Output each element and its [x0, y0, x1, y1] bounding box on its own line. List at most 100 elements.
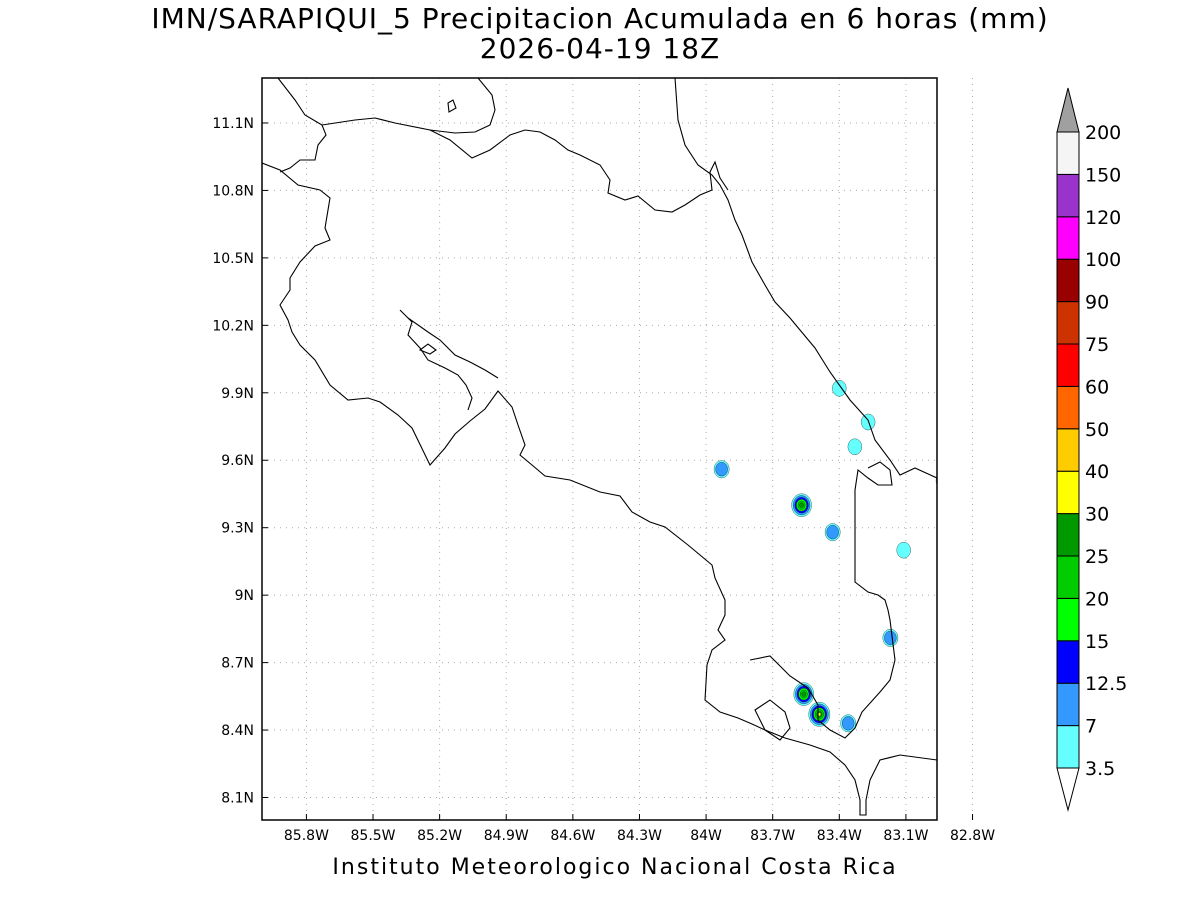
- lon-tick-label: 84.3W: [617, 828, 662, 844]
- lat-tick-label: 9N: [235, 588, 254, 604]
- lat-tick-label: 8.1N: [221, 791, 254, 807]
- precip-contour: [997, 650, 1011, 666]
- legend-label: 20: [1085, 588, 1109, 610]
- legend-label: 120: [1085, 207, 1121, 229]
- precip-contour: [994, 647, 1014, 670]
- legend-swatch: [1056, 555, 1080, 599]
- lon-tick-label: 84W: [690, 828, 722, 844]
- precip-cell: [832, 380, 847, 397]
- panama-border: [854, 461, 896, 661]
- lat-tick-label: 10.2N: [212, 318, 254, 334]
- island: [447, 99, 457, 113]
- precip-contour: [1033, 641, 1036, 644]
- map-frame: [261, 77, 938, 821]
- precip-contour: [1029, 636, 1041, 649]
- precip-cell: [1024, 630, 1045, 654]
- precip-contour: [1002, 656, 1006, 661]
- nicaragua-border: [277, 78, 729, 213]
- precip-contour: [953, 624, 965, 638]
- lon-tick-label: 83.4W: [817, 828, 862, 844]
- precip-contour: [1026, 632, 1044, 653]
- pacific-coastline: [262, 162, 786, 739]
- precip-contour: [995, 648, 1012, 667]
- lat-tick-label: 9.6N: [221, 453, 254, 469]
- precip-contour: [842, 716, 855, 731]
- legend-swatch: [1056, 640, 1080, 684]
- lat-tick-label: 9.9N: [221, 386, 254, 402]
- map-gridlines: [262, 78, 974, 820]
- precip-contour: [847, 438, 862, 455]
- legend-label: 30: [1085, 504, 1109, 526]
- lon-tick-label: 83.1W: [883, 828, 928, 844]
- lat-tick-label: 8.7N: [221, 656, 254, 672]
- legend-label: 200: [1085, 122, 1121, 144]
- burica-coast: [784, 737, 937, 816]
- legend-label: 50: [1085, 419, 1109, 441]
- legend-label: 40: [1085, 461, 1109, 483]
- legend-label: 25: [1085, 546, 1109, 568]
- precip-contour: [1030, 638, 1038, 648]
- precip-contour: [1000, 654, 1007, 662]
- precip-contour: [896, 541, 911, 559]
- legend-swatch: [1056, 131, 1080, 175]
- lon-tick-label: 84.6W: [550, 828, 595, 844]
- precip-contour: [832, 380, 847, 397]
- legend-swatch: [1056, 428, 1080, 472]
- precip-cell: [994, 647, 1014, 670]
- legend-swatch: [1056, 301, 1080, 345]
- precip-contour: [950, 587, 964, 603]
- legend-label: 100: [1085, 249, 1121, 271]
- legend-swatch: [1056, 343, 1080, 387]
- precip-cell: [840, 714, 856, 733]
- legend-swatch: [1056, 216, 1080, 260]
- precip-cell: [935, 475, 937, 486]
- legend-over-arrow: [1056, 87, 1080, 133]
- legend-swatch: [1056, 385, 1080, 430]
- coastline-borders: [262, 78, 937, 816]
- lon-tick-label: 84.9W: [484, 828, 529, 844]
- credit-text: Instituto Meteorologico Nacional Costa R…: [332, 855, 898, 880]
- legend-under-arrow: [1056, 767, 1080, 812]
- legend-swatch: [1056, 258, 1080, 303]
- precip-cell: [950, 587, 964, 603]
- lat-tick-label: 10.8N: [212, 183, 254, 199]
- lat-tick-label: 8.4N: [221, 723, 254, 739]
- legend-label: 15: [1085, 631, 1109, 653]
- legend-label: 60: [1085, 376, 1109, 398]
- legend-swatch: [1056, 513, 1080, 557]
- legend-swatch: [1056, 597, 1080, 642]
- map-axis-ticks: 85.8W 85.5W 85.2W 84.9W 84.6W 84.3W 84W 83.7W 83…: [212, 116, 995, 844]
- precip-cell: [713, 460, 730, 479]
- legend-swatch: [1056, 725, 1080, 769]
- precip-contour: [952, 622, 967, 639]
- lat-tick-label: 10.5N: [212, 251, 254, 267]
- legend-label: 150: [1085, 164, 1121, 186]
- legend-label: 75: [1085, 334, 1109, 356]
- precip-cell: [896, 541, 911, 559]
- lat-tick-label: 9.3N: [221, 521, 254, 537]
- precip-cell: [791, 493, 812, 517]
- legend-label: 90: [1085, 292, 1109, 314]
- legend-label: 3.5: [1085, 758, 1115, 780]
- precip-contour: [1027, 634, 1042, 651]
- precip-contour: [799, 502, 804, 508]
- caribbean-coastline: [674, 78, 937, 479]
- lon-tick-label: 85.8W: [284, 828, 329, 844]
- lon-tick-label: 85.5W: [351, 828, 396, 844]
- precip-contour: [884, 630, 897, 645]
- precip-contour: [1024, 630, 1045, 654]
- chira-island: [418, 343, 437, 355]
- chart-subtitle-datetime: 2026-04-19 18Z: [479, 32, 721, 65]
- precip-cell: [882, 628, 899, 647]
- lon-tick-label: 83.7W: [750, 828, 795, 844]
- legend-label: 12.5: [1085, 673, 1127, 695]
- legend-swatch: [1056, 173, 1080, 218]
- gulf-of-nicoya: [399, 309, 499, 411]
- precip-cell: [952, 622, 967, 639]
- lon-tick-label: 85.2W: [417, 828, 462, 844]
- legend-swatch: [1056, 470, 1080, 515]
- precip-cell: [847, 438, 862, 455]
- golfo-dulce-coast: [749, 655, 896, 739]
- lon-tick-label: 82.8W: [950, 828, 995, 844]
